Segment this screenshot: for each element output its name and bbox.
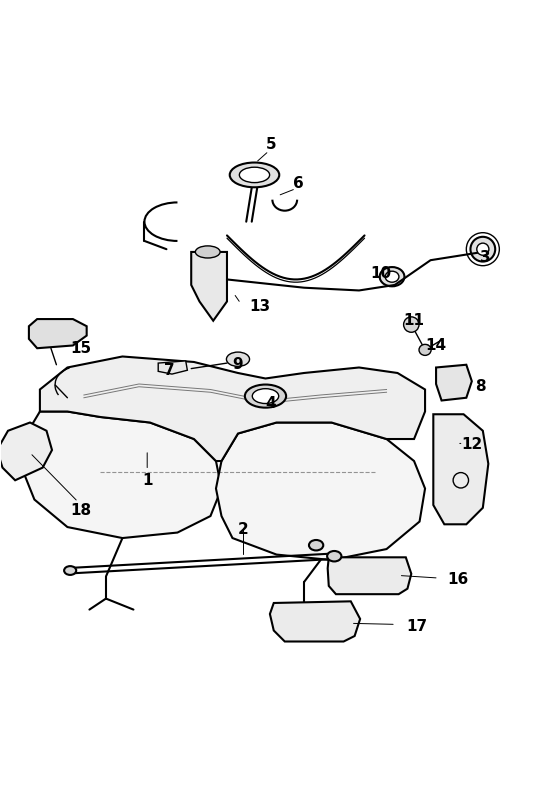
Ellipse shape	[226, 352, 249, 366]
Text: 1: 1	[142, 473, 153, 488]
Text: 12: 12	[461, 437, 482, 452]
Text: 15: 15	[71, 340, 92, 356]
Polygon shape	[191, 252, 227, 320]
Text: 6: 6	[293, 175, 304, 191]
Polygon shape	[434, 414, 488, 525]
Polygon shape	[29, 319, 87, 348]
Polygon shape	[328, 557, 411, 594]
Text: 2: 2	[238, 522, 249, 537]
Ellipse shape	[327, 551, 341, 562]
Ellipse shape	[404, 317, 419, 332]
Ellipse shape	[64, 566, 76, 575]
Text: 13: 13	[249, 300, 270, 315]
Ellipse shape	[195, 246, 220, 258]
Ellipse shape	[385, 272, 399, 282]
Text: 3: 3	[480, 250, 491, 265]
Ellipse shape	[419, 344, 431, 356]
Polygon shape	[40, 356, 425, 461]
Ellipse shape	[477, 244, 489, 256]
Polygon shape	[0, 422, 52, 481]
Polygon shape	[158, 361, 187, 374]
Text: 4: 4	[265, 396, 276, 411]
Text: 18: 18	[71, 503, 92, 518]
Text: 9: 9	[233, 357, 243, 372]
Ellipse shape	[245, 384, 286, 408]
Polygon shape	[436, 364, 472, 400]
Polygon shape	[270, 602, 360, 642]
Text: 7: 7	[164, 363, 175, 378]
Text: 10: 10	[371, 267, 392, 281]
Ellipse shape	[239, 167, 270, 183]
Text: 16: 16	[447, 572, 469, 587]
Polygon shape	[23, 412, 222, 538]
Text: 8: 8	[475, 379, 486, 394]
Text: 14: 14	[425, 338, 447, 353]
Ellipse shape	[471, 237, 495, 262]
Ellipse shape	[380, 267, 404, 286]
Text: 11: 11	[404, 313, 425, 328]
Text: 17: 17	[406, 618, 427, 634]
Polygon shape	[216, 422, 425, 560]
Ellipse shape	[229, 163, 279, 187]
Text: 5: 5	[265, 137, 276, 152]
Ellipse shape	[309, 540, 324, 550]
Ellipse shape	[252, 388, 279, 404]
